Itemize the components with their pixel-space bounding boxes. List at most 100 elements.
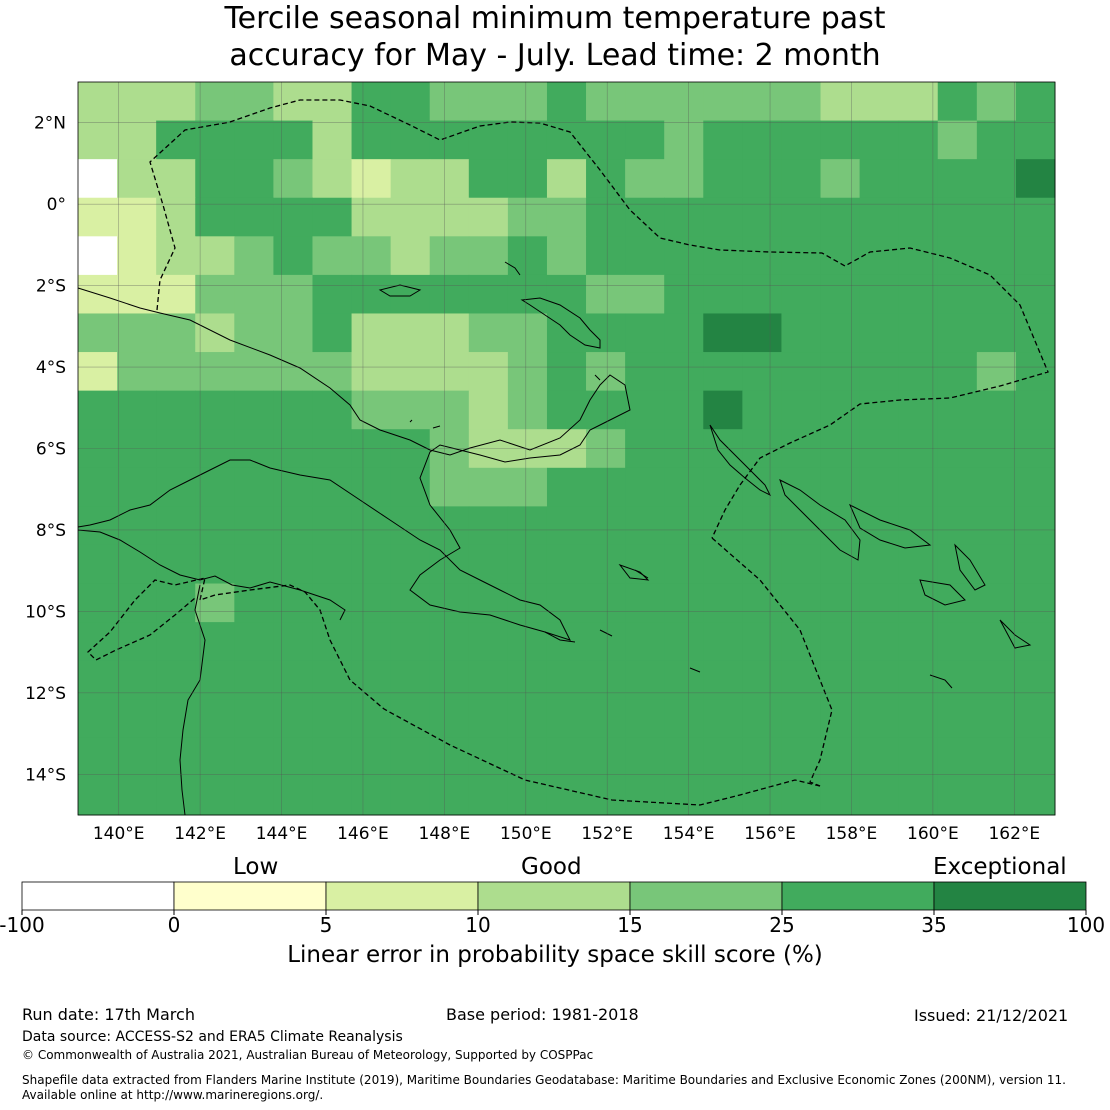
skill-cell: [820, 737, 861, 777]
skill-cell: [976, 506, 1017, 546]
skill-cell: [273, 120, 313, 160]
skill-cell: [664, 776, 704, 816]
skill-cell: [234, 159, 274, 199]
skill-cell: [586, 622, 626, 662]
skill-cell: [586, 236, 626, 276]
skill-cell: [976, 737, 1017, 777]
skill-cell: [976, 313, 1017, 353]
skill-cell: [507, 506, 548, 546]
skill-cell: [1015, 390, 1056, 430]
skill-cell: [898, 660, 939, 700]
skill-cell: [195, 776, 235, 816]
colorbar-segment: [477, 881, 631, 911]
skill-cell: [742, 583, 782, 623]
skill-cell: [937, 120, 978, 160]
colorbar-segment: [933, 881, 1087, 911]
skill-cell: [273, 776, 313, 816]
skill-cell: [273, 699, 313, 739]
skill-cell: [742, 737, 782, 777]
skill-cell: [468, 622, 509, 662]
skill-cell: [78, 622, 118, 662]
skill-cell: [195, 236, 235, 276]
skill-cell: [117, 197, 157, 237]
skill-cell: [664, 313, 704, 353]
skill-cell: [664, 390, 704, 430]
skill-cell: [703, 544, 743, 585]
solomon-eez-boundary: [711, 537, 833, 787]
skill-cell: [976, 776, 1017, 816]
skill-cell: [898, 197, 939, 237]
skill-cell: [703, 467, 743, 507]
skill-cell: [312, 776, 353, 816]
skill-cell: [742, 236, 782, 276]
skill-cell: [898, 390, 939, 430]
skill-cell: [195, 274, 235, 314]
skill-cell: [312, 467, 353, 507]
skill-cell: [507, 544, 548, 585]
skill-cell: [117, 352, 157, 392]
skill-cell: [742, 274, 782, 314]
longitude-tick-label: 156°E: [744, 824, 796, 844]
colorbar-tick: 0: [167, 913, 181, 937]
skill-cell: [156, 622, 196, 662]
skill-cell: [703, 197, 743, 237]
skill-cell: [351, 544, 392, 585]
skill-cell: [429, 390, 470, 430]
longitude-tick-label: 150°E: [500, 824, 552, 844]
skill-cell: [390, 390, 431, 430]
skill-cell: [781, 82, 822, 122]
skill-cell: [78, 583, 118, 623]
skill-cell: [703, 699, 743, 739]
longitude-tick-label: 144°E: [256, 824, 308, 844]
skill-cell: [195, 544, 235, 585]
australia-coastline: [77, 529, 346, 816]
skill-cell: [312, 236, 353, 276]
skill-cell: [117, 274, 157, 314]
skill-cell: [742, 197, 782, 237]
skill-cell: [156, 274, 196, 314]
skill-cell: [507, 120, 548, 160]
skill-cell: [1015, 737, 1056, 777]
skill-cell: [507, 622, 548, 662]
skill-cell: [156, 776, 196, 816]
skill-cell: [507, 159, 548, 199]
skill-cell: [234, 197, 274, 237]
skill-cell: [820, 120, 861, 160]
base-period: Base period: 1981-2018: [446, 1005, 639, 1024]
skill-cell: [976, 82, 1017, 122]
skill-cell: [468, 313, 509, 353]
skill-cell: [312, 82, 353, 122]
skill-cell: [390, 506, 431, 546]
skill-cell: [390, 544, 431, 585]
skill-cell: [625, 159, 665, 199]
skill-cell: [351, 197, 392, 237]
skill-cell: [703, 236, 743, 276]
skill-cell: [859, 274, 900, 314]
skill-cell: [898, 699, 939, 739]
skill-cell: [664, 467, 704, 507]
skill-cell: [625, 82, 665, 122]
skill-cell: [351, 352, 392, 392]
skill-cell: [937, 313, 978, 353]
skill-cell: [937, 776, 978, 816]
skill-cell: [312, 390, 353, 430]
skill-cell: [664, 544, 704, 585]
skill-cell: [117, 120, 157, 160]
skill-cell: [664, 197, 704, 237]
skill-cell: [390, 776, 431, 816]
skill-cell: [390, 197, 431, 237]
skill-cell: [195, 737, 235, 777]
skill-cell: [390, 352, 431, 392]
skill-cell: [507, 583, 548, 623]
category-low: Low: [233, 854, 279, 880]
copyright: © Commonwealth of Australia 2021, Austra…: [22, 1048, 594, 1062]
skill-cell: [312, 622, 353, 662]
skill-cell: [1015, 120, 1056, 160]
skill-cell: [390, 699, 431, 739]
skill-cell: [312, 506, 353, 546]
skill-cell: [976, 274, 1017, 314]
skill-cell: [859, 544, 900, 585]
skill-cell: [1015, 352, 1056, 392]
solomon-islands-coastline: [779, 479, 1032, 649]
southern-eez-boundary: [199, 584, 821, 806]
